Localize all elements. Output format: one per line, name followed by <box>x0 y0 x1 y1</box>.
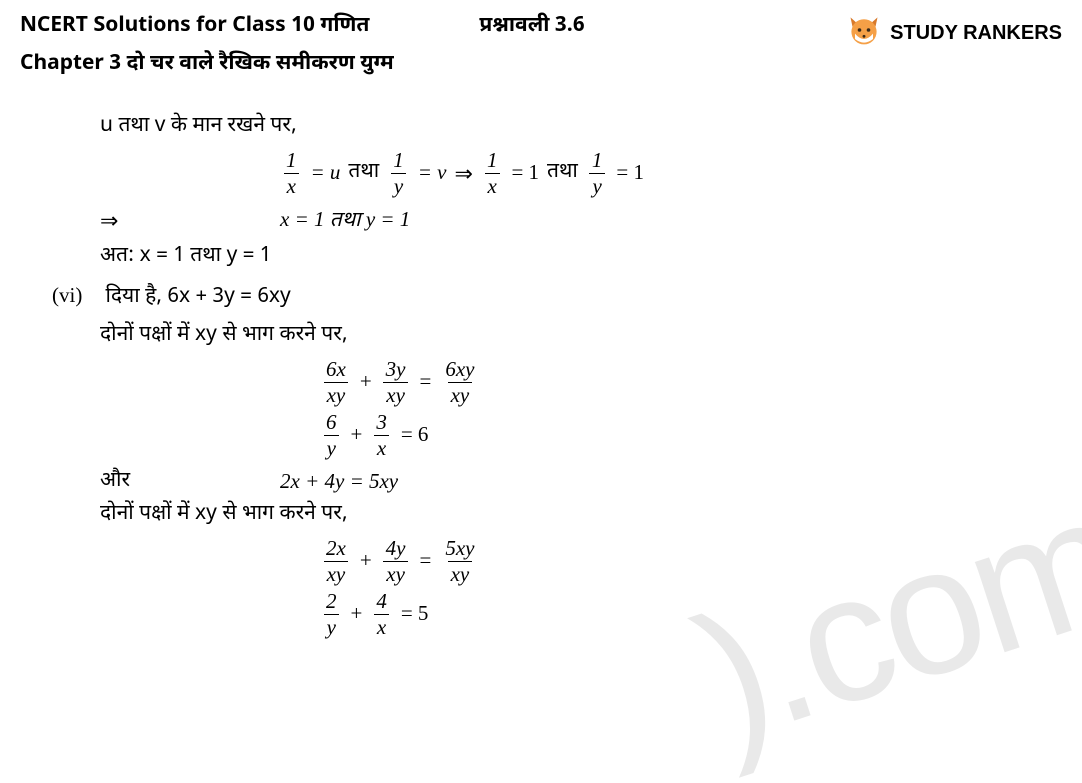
eq-1b: = 1 <box>616 156 644 190</box>
frac-4-x: 4x <box>373 591 390 638</box>
frac-6-y: 6y <box>323 412 340 459</box>
header-left: NCERT Solutions for Class 10 गणित प्रश्न… <box>20 12 846 78</box>
eq-v: = v <box>418 156 447 190</box>
frac-2-y: 2y <box>323 591 340 638</box>
frac-6xy-xy: 6xyxy <box>442 359 477 406</box>
eq-5: = 5 <box>401 597 429 631</box>
title-prefix: NCERT Solutions for Class 10 <box>20 12 320 40</box>
eq-6: = 6 <box>401 418 429 452</box>
and-word: और <box>60 465 280 499</box>
frac-6x-xy: 6xxy <box>323 359 349 406</box>
tatha-2: तथा <box>547 156 578 190</box>
chapter-name: दो चर वाले रैखिक समीकरण युग्म <box>127 50 394 78</box>
brand-block: STUDY RANKERS <box>846 12 1062 54</box>
frac-1x: 1x <box>283 150 300 197</box>
implies-1: ⇒ <box>455 156 473 191</box>
vi-label: (vi) <box>52 279 100 313</box>
eq-line-3: 6xxy + 3yxy = 6xyxy <box>60 359 1062 406</box>
frac-2x-xy: 2xxy <box>323 538 349 585</box>
eq-2: = <box>420 544 432 578</box>
eq-line-6: 2y + 4x = 5 <box>60 591 1062 638</box>
chapter-label: Chapter 3 <box>20 50 127 78</box>
eq-line-5: 2xxy + 4yxy = 5xyxy <box>60 538 1062 585</box>
fox-icon <box>846 12 882 54</box>
frac-1y-b: 1y <box>589 150 606 197</box>
and-line: और 2x + 4y = 5xy <box>60 465 1062 499</box>
eq-2x4y: 2x + 4y = 5xy <box>280 465 398 499</box>
divide-text-2: दोनों पक्षों में xy से भाग करने पर, <box>60 498 1062 532</box>
solution-content: u तथा v के मान रखने पर, 1x = u तथा 1y = … <box>0 86 1082 638</box>
subject: गणित <box>320 12 369 40</box>
eq-1: = <box>420 365 432 399</box>
title-row: NCERT Solutions for Class 10 गणित प्रश्न… <box>20 12 846 40</box>
eq-line-4: 6y + 3x = 6 <box>60 412 1062 459</box>
implies-2: ⇒ <box>60 203 280 238</box>
chapter-row: Chapter 3 दो चर वाले रैखिक समीकरण युग्म <box>20 50 846 78</box>
xy-equals: x = 1 तथा y = 1 <box>280 203 410 237</box>
eq-line-2: ⇒ x = 1 तथा y = 1 <box>60 203 1062 238</box>
frac-3-x: 3x <box>373 412 390 459</box>
plus-4: + <box>351 597 363 631</box>
frac-5xy-xy: 5xyxy <box>442 538 477 585</box>
doc-title: NCERT Solutions for Class 10 गणित <box>20 12 369 40</box>
plus-2: + <box>351 418 363 452</box>
frac-1y: 1y <box>390 150 407 197</box>
brand-text: STUDY RANKERS <box>890 22 1062 45</box>
frac-1x-b: 1x <box>484 150 501 197</box>
page-header: NCERT Solutions for Class 10 गणित प्रश्न… <box>0 0 1082 86</box>
frac-4y-xy: 4yxy <box>383 538 409 585</box>
eq-1a: = 1 <box>511 156 539 190</box>
plus-1: + <box>360 365 372 399</box>
text-line-1: u तथा v के मान रखने पर, <box>60 110 1062 144</box>
frac-3y-xy: 3yxy <box>383 359 409 406</box>
plus-3: + <box>360 544 372 578</box>
vi-line: (vi) दिया है, 6x + 3y = 6xy <box>60 279 1062 315</box>
eq-line-1: 1x = u तथा 1y = v ⇒ 1x = 1 तथा 1y = 1 <box>60 150 1062 197</box>
exercise-label: प्रश्नावली 3.6 <box>479 12 584 40</box>
given-text: दिया है, 6x + 3y = 6xy <box>105 283 290 311</box>
eq-u: = u <box>311 156 341 190</box>
text-line-4: अत: x = 1 तथा y = 1 <box>60 238 1062 274</box>
divide-text-1: दोनों पक्षों में xy से भाग करने पर, <box>60 319 1062 353</box>
tatha-1: तथा <box>348 156 379 190</box>
